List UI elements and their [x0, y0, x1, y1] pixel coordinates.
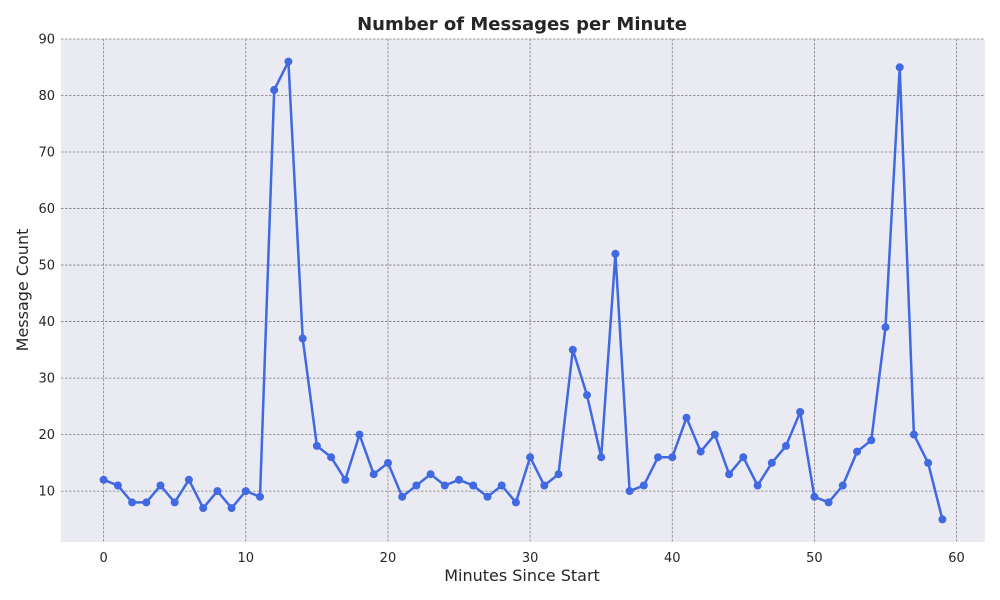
data-point — [696, 447, 705, 456]
data-point — [497, 481, 506, 490]
data-point — [782, 441, 790, 450]
data-point — [241, 487, 250, 496]
x-tick-label: 10 — [238, 551, 255, 566]
x-tick-label: 30 — [522, 551, 539, 566]
data-point — [398, 492, 407, 501]
data-point — [568, 345, 577, 354]
y-tick-label: 30 — [38, 372, 55, 387]
data-point — [469, 481, 478, 490]
data-point — [327, 453, 336, 462]
data-point — [440, 481, 449, 490]
data-point — [170, 498, 179, 507]
data-point — [113, 481, 122, 490]
data-point — [824, 498, 833, 507]
data-point — [128, 498, 137, 507]
y-axis-label: Message Count — [13, 229, 32, 352]
data-point — [526, 453, 535, 462]
data-point — [853, 447, 862, 456]
y-tick-label: 20 — [38, 428, 55, 443]
data-point — [796, 408, 805, 416]
data-point — [895, 63, 904, 72]
data-point — [597, 453, 606, 462]
data-point — [540, 481, 549, 490]
data-point — [142, 498, 151, 507]
grid — [61, 38, 985, 542]
data-point — [384, 458, 392, 467]
data-point — [654, 453, 662, 462]
data-point — [426, 470, 435, 479]
x-tick-label: 20 — [380, 551, 397, 566]
x-tick-label: 60 — [948, 551, 965, 566]
data-point — [213, 487, 222, 496]
y-tick-label: 10 — [38, 485, 55, 500]
data-point — [199, 504, 208, 513]
y-tick-label: 40 — [38, 315, 55, 330]
data-point — [838, 481, 847, 490]
data-point — [355, 430, 364, 439]
y-tick-label: 60 — [38, 202, 55, 217]
data-point — [725, 470, 734, 479]
data-point — [270, 85, 279, 94]
series-messages — [99, 57, 947, 524]
data-point — [710, 430, 719, 439]
data-point — [583, 391, 591, 400]
data-point — [753, 481, 762, 490]
y-tick-label: 80 — [38, 89, 55, 104]
data-point — [312, 441, 321, 450]
data-point — [156, 481, 165, 490]
data-point — [767, 458, 776, 467]
data-point — [625, 487, 634, 496]
data-point — [284, 57, 293, 66]
data-point — [298, 334, 307, 343]
tick-labels: 0 10 20 30 40 50 60 10 20 30 40 50 60 70 80 90 — [38, 33, 964, 567]
x-axis-label: Minutes Since Start — [444, 566, 600, 585]
data-point — [412, 481, 421, 490]
plot-area — [61, 39, 985, 542]
data-point — [881, 323, 890, 332]
data-point — [227, 504, 236, 513]
y-tick-label: 90 — [38, 33, 55, 48]
data-point — [511, 498, 520, 507]
data-point — [455, 475, 463, 484]
data-point — [341, 475, 350, 484]
data-point — [256, 492, 264, 501]
data-point — [810, 492, 819, 501]
data-point — [611, 249, 620, 258]
data-point — [867, 436, 876, 445]
y-tick-label: 70 — [38, 146, 55, 161]
data-point — [554, 470, 563, 479]
y-tick-label: 50 — [38, 259, 55, 274]
data-point — [682, 413, 691, 422]
data-point — [99, 475, 108, 484]
data-point — [369, 470, 378, 479]
data-point — [639, 481, 648, 490]
x-tick-label: 50 — [806, 551, 823, 566]
chart-title: Number of Messages per Minute — [357, 14, 687, 35]
x-tick-label: 0 — [100, 551, 108, 566]
data-point — [924, 458, 933, 467]
data-point — [909, 430, 918, 439]
data-point — [184, 475, 193, 484]
x-tick-label: 40 — [664, 551, 681, 566]
data-point — [483, 492, 492, 501]
data-point — [938, 515, 947, 524]
data-point — [668, 453, 677, 462]
data-point — [739, 453, 748, 462]
